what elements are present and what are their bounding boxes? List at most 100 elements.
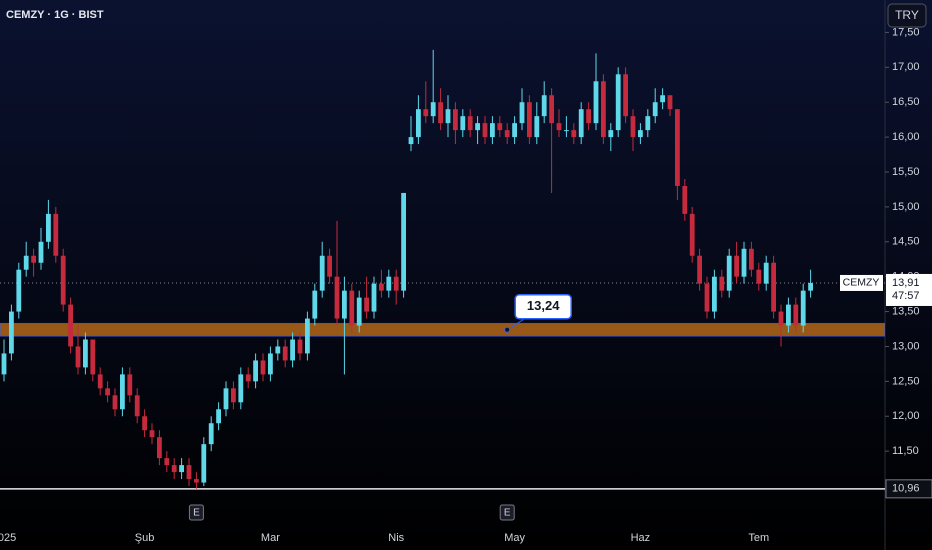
candle-body: [638, 130, 643, 138]
candle-body: [475, 123, 480, 131]
candle-body: [467, 116, 473, 131]
candle-body: [171, 465, 177, 473]
event-marker[interactable]: [188, 504, 204, 521]
candle-body: [726, 255, 732, 291]
candle-body: [534, 116, 540, 138]
candle-body: [682, 185, 688, 214]
candle-body: [416, 109, 421, 138]
candle-body: [719, 276, 725, 291]
annotation-box: [514, 293, 572, 320]
x-tick-label: 2025: [0, 532, 16, 544]
candle-body: [112, 395, 118, 410]
candle-body: [615, 74, 621, 131]
x-tick-label: May: [504, 532, 525, 544]
candle-body: [305, 318, 310, 354]
low-label-bg: [885, 479, 932, 499]
event-label: E: [193, 508, 200, 519]
candle-body: [379, 283, 384, 291]
candle-body: [408, 137, 414, 145]
candle-body: [349, 290, 355, 326]
support-zone: [0, 322, 885, 337]
candle-body: [364, 297, 369, 312]
candle-body: [660, 95, 665, 103]
x-tick-label: Nis: [388, 532, 404, 544]
symbol-tag: CEMZY: [843, 277, 880, 289]
candle-body: [319, 255, 325, 291]
candle-body: [38, 241, 44, 263]
candle-body: [68, 304, 73, 347]
symbol-tag-bg: [840, 274, 883, 291]
low-label: 10,96: [892, 483, 920, 495]
candle-body: [260, 360, 266, 375]
price-tag-bg: [886, 273, 932, 306]
candle-body: [23, 255, 29, 270]
candle-body: [186, 465, 192, 480]
candle-body: [201, 444, 207, 483]
candle-body: [401, 192, 406, 291]
candle-body: [97, 374, 103, 389]
candle-body: [282, 346, 288, 361]
candle-body: [16, 269, 22, 312]
candle-body: [786, 304, 791, 326]
candle-body: [667, 95, 673, 110]
candle-body: [134, 395, 140, 417]
candle-body: [519, 102, 525, 124]
candle-body: [423, 109, 429, 117]
candle-body: [756, 269, 762, 284]
candle-body: [571, 130, 577, 138]
candle-body: [734, 255, 739, 277]
candle-body: [749, 248, 754, 270]
candle-body: [593, 81, 599, 124]
candle-body: [675, 109, 680, 186]
event-marker[interactable]: [499, 504, 515, 521]
x-tick-label: Haz: [631, 532, 651, 544]
candle-body: [157, 437, 162, 459]
countdown: 47:57: [892, 290, 920, 302]
y-tick-label: 15,00: [892, 201, 920, 213]
candle-body: [60, 255, 66, 305]
annotation-label: 13,24: [527, 298, 560, 313]
candle-body: [793, 304, 799, 326]
candle-body: [46, 213, 51, 242]
candle-body: [253, 360, 258, 382]
candle-body: [623, 74, 628, 117]
candle-body: [712, 276, 717, 312]
candle-body: [90, 339, 96, 375]
candle-body: [149, 430, 155, 438]
candle-body: [438, 102, 443, 124]
annotation-anchor: [504, 326, 511, 333]
candle-body: [564, 130, 569, 132]
candle-body: [689, 213, 695, 256]
candle-body: [445, 109, 451, 124]
annotation-pointer: [506, 319, 524, 331]
currency-label[interactable]: TRY: [895, 8, 919, 22]
candle-body: [386, 276, 392, 291]
candle-body: [127, 374, 133, 396]
candle-body: [75, 346, 81, 368]
candle-body: [53, 213, 59, 256]
y-tick-label: 17,00: [892, 61, 920, 73]
candle-body: [334, 276, 340, 319]
candle-body: [312, 290, 318, 319]
candle-body: [268, 353, 273, 375]
candle-body: [245, 374, 251, 382]
candle-body: [453, 109, 458, 131]
candle-body: [697, 255, 702, 284]
y-tick-label: 15,50: [892, 166, 920, 178]
candle-body: [808, 282, 813, 291]
candle-body: [527, 102, 532, 138]
x-tick-label: Mar: [261, 532, 280, 544]
y-tick-label: 16,00: [892, 131, 920, 143]
price-tag: 13,91: [892, 277, 920, 289]
y-tick-label: 12,00: [892, 410, 920, 422]
candle-body: [645, 116, 651, 131]
candle-body: [741, 248, 747, 277]
candle-body: [194, 479, 199, 483]
candle-body: [105, 388, 110, 396]
candle-body: [490, 123, 495, 138]
candle-body: [290, 339, 295, 361]
currency-button[interactable]: [887, 3, 927, 28]
candle-body: [541, 95, 547, 117]
